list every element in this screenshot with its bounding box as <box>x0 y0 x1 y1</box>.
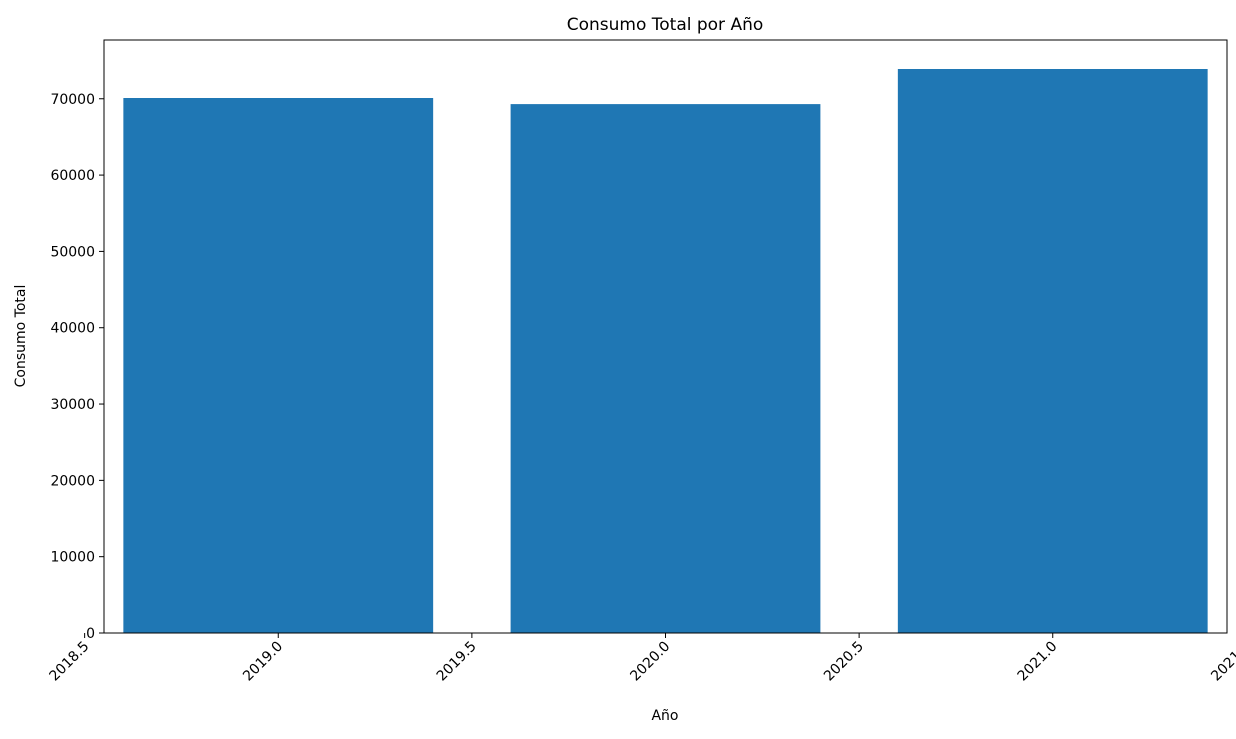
y-tick-label: 70000 <box>50 92 95 108</box>
y-axis-label: Consumo Total <box>13 285 29 388</box>
bars-group <box>123 69 1207 633</box>
bar-2021 <box>898 69 1208 633</box>
x-tick-label: 2019.0 <box>240 639 286 685</box>
x-tick-label: 2020.0 <box>627 639 673 685</box>
bar-2019 <box>123 98 433 633</box>
x-tick-label: 2021.5 <box>1208 639 1236 685</box>
y-axis-ticks: 0 10000 20000 30000 40000 50000 60000 70000 <box>50 92 104 642</box>
y-tick-label: 60000 <box>50 168 95 184</box>
y-tick-label: 10000 <box>50 550 95 566</box>
y-tick-label: 30000 <box>50 397 95 413</box>
y-tick-label: 40000 <box>50 321 95 337</box>
chart-title: Consumo Total por Año <box>567 15 764 35</box>
x-tick-label: 2019.5 <box>434 639 480 685</box>
y-tick-label: 0 <box>86 626 95 642</box>
bar-2020 <box>511 104 821 633</box>
x-axis-ticks: 2018.5 2019.0 2019.5 2020.0 2020.5 2021.0 2021… <box>47 633 1236 684</box>
x-tick-label: 2018.5 <box>47 639 93 685</box>
y-tick-label: 20000 <box>50 473 95 489</box>
x-tick-label: 2021.0 <box>1015 639 1061 685</box>
y-tick-label: 50000 <box>50 244 95 260</box>
x-tick-label: 2020.5 <box>821 639 867 685</box>
x-axis-label: Año <box>651 708 678 724</box>
